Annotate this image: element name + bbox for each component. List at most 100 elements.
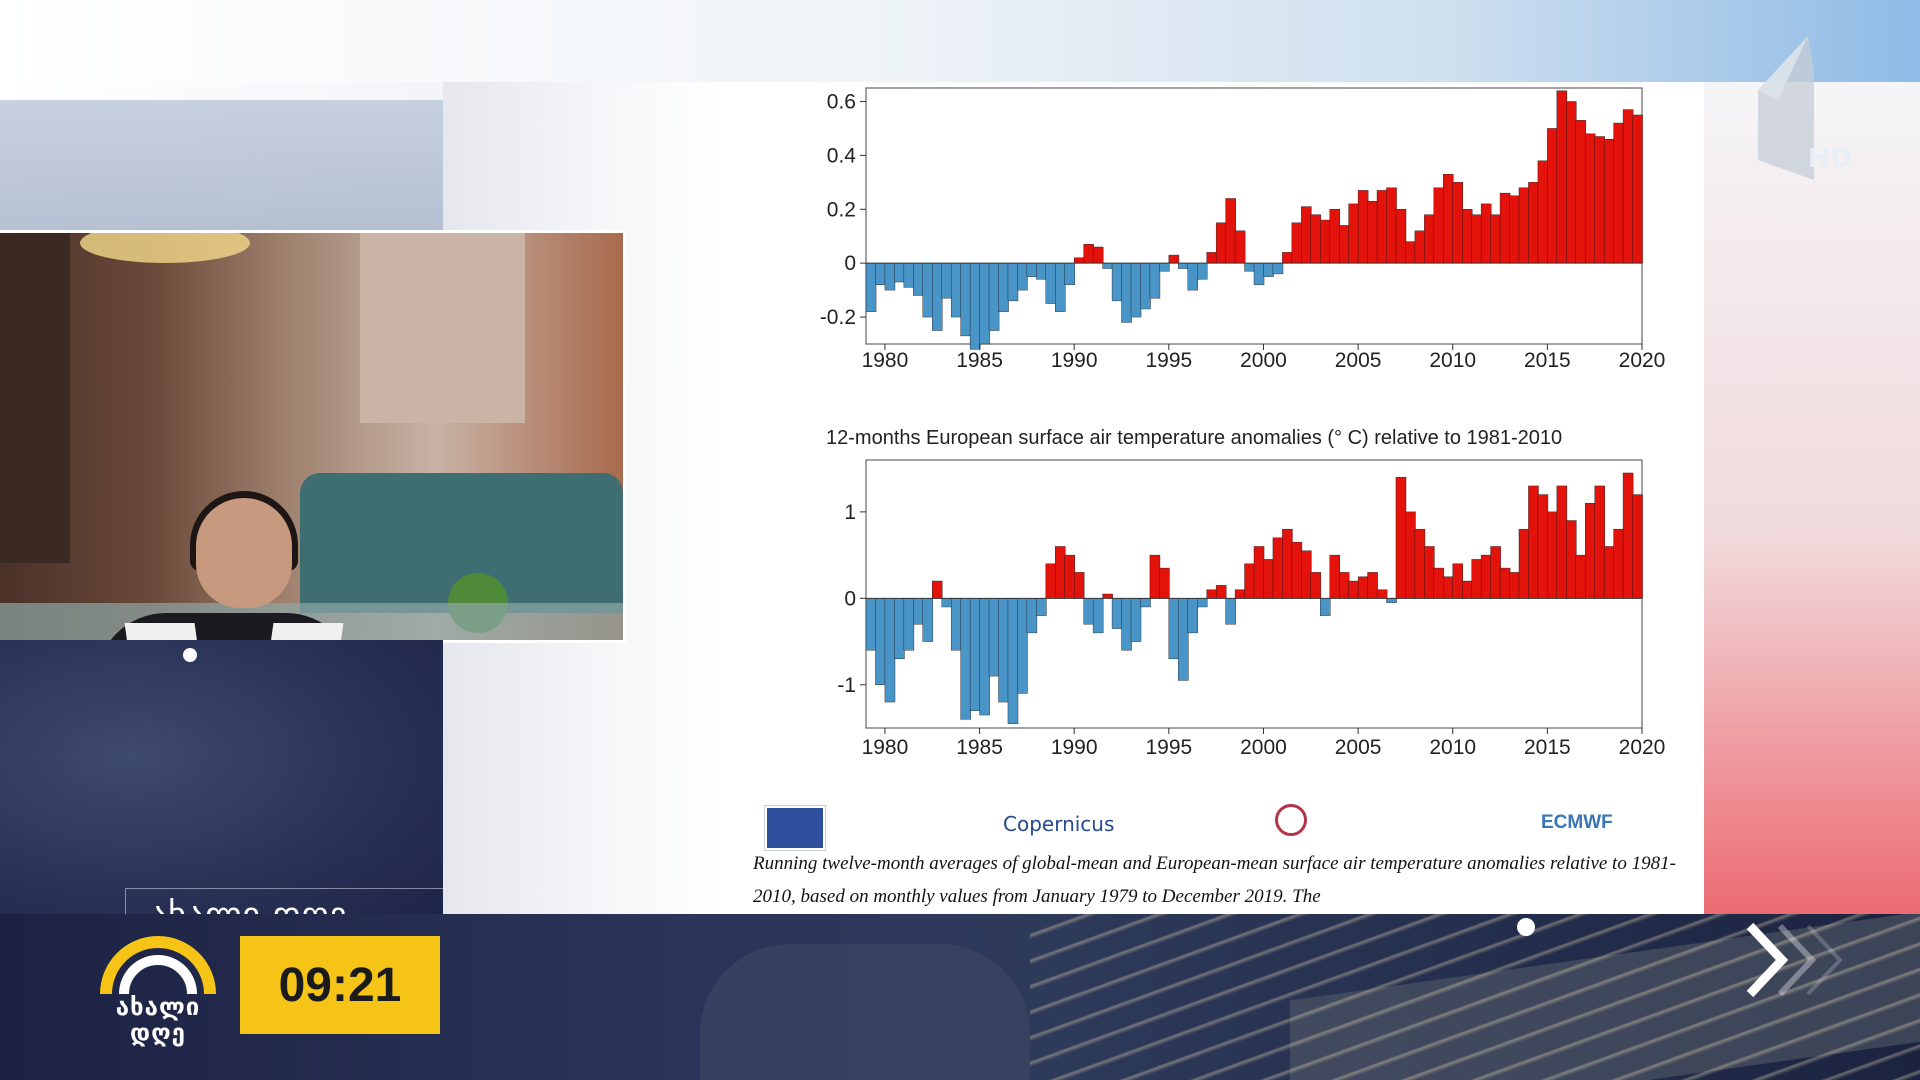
chart2-bar xyxy=(1348,580,1359,599)
left-decor-panel xyxy=(0,100,443,230)
chart1-x-tick-label: 2020 xyxy=(1619,349,1666,372)
chart2-x-tick-label: 1990 xyxy=(1051,736,1098,759)
clock: 09:21 xyxy=(240,936,440,1034)
chart2-bar xyxy=(1329,554,1340,599)
chart1-bar xyxy=(1376,190,1388,264)
chart2-bar xyxy=(1528,485,1539,599)
chart1-bar xyxy=(1594,136,1605,264)
chart2-bar xyxy=(1282,528,1293,599)
chart1-bar xyxy=(1263,262,1274,277)
chart2-bar xyxy=(1471,559,1482,599)
chart1-x-tick-label: 2005 xyxy=(1335,349,1382,372)
chart1-bar xyxy=(1518,187,1530,264)
chart2-bar xyxy=(1414,528,1426,599)
chart2-bar xyxy=(1613,528,1624,599)
chart1-x-tick-label: 1980 xyxy=(862,349,909,372)
chart2-bar xyxy=(950,598,962,651)
chart2-bar xyxy=(903,598,915,651)
chart2-bar xyxy=(1405,511,1416,599)
chart2-bar xyxy=(960,598,971,720)
chart1-bar xyxy=(1092,246,1104,264)
chart1-bar xyxy=(950,262,962,318)
chart1-bar xyxy=(1225,198,1236,264)
chart2-bar xyxy=(1632,494,1643,599)
chart2-bar xyxy=(1490,546,1501,599)
chart2-bar xyxy=(1452,563,1463,599)
chart2-bar xyxy=(1130,598,1142,642)
chart1-bar xyxy=(998,262,1009,312)
chart2-bar xyxy=(1215,585,1227,599)
chart2-bar xyxy=(1092,598,1104,634)
chart1-y-tick-label: -0.2 xyxy=(820,306,856,329)
chart2-bar xyxy=(1225,598,1236,625)
chart1-bar xyxy=(1149,262,1161,299)
chart1-bar xyxy=(875,262,886,285)
chart1-bar xyxy=(1206,252,1217,264)
chart1-bar xyxy=(1026,262,1038,277)
chart1-bar xyxy=(1367,200,1378,264)
chart2-bar xyxy=(1575,554,1587,599)
chart2-bar xyxy=(1234,589,1246,599)
left-lower-panel xyxy=(0,640,443,930)
chart2-bar xyxy=(988,598,1000,677)
chart1-x-tick-label: 1995 xyxy=(1145,349,1192,372)
chart2-bar xyxy=(1301,550,1312,599)
eu-flag-icon xyxy=(765,806,825,850)
chart1-bar xyxy=(1585,133,1596,264)
logo-line-2: დღე xyxy=(130,1019,186,1047)
chart1-bar xyxy=(1603,139,1615,264)
chart1-bar xyxy=(1064,262,1075,285)
chart2-bar xyxy=(1376,589,1388,599)
chart1-bar xyxy=(1480,203,1492,264)
chart1-bar xyxy=(1244,262,1255,272)
chart2-bar xyxy=(913,598,924,625)
chart2-x-tick-label: 2005 xyxy=(1335,736,1382,759)
chart2-bar xyxy=(1121,598,1132,651)
chart2-bar xyxy=(1168,598,1180,660)
chart2-bar xyxy=(1357,576,1369,599)
chevron-right-icon xyxy=(1746,922,1843,998)
chart2-bar xyxy=(1045,563,1057,599)
spotlight-dot-bottom xyxy=(1517,918,1535,936)
chart1-bar xyxy=(1159,262,1170,272)
chart1-bar xyxy=(1547,128,1558,264)
ecmwf-logo: ECMWF xyxy=(1541,812,1613,833)
chart1-bar xyxy=(1452,182,1463,264)
chart2-bar xyxy=(1509,572,1520,599)
chart2-bar xyxy=(1424,546,1435,599)
chart1-x-tick-label: 1985 xyxy=(956,349,1003,372)
chart1-bar xyxy=(1007,262,1019,302)
chart2-bar xyxy=(1140,598,1151,608)
chart2-bar xyxy=(1443,576,1454,599)
chart2-bar xyxy=(1320,598,1331,616)
chart2-bar xyxy=(1272,537,1284,599)
chart1-bar xyxy=(1301,206,1312,264)
rainbow-arc-icon xyxy=(100,936,216,995)
chart2-bar xyxy=(865,598,877,651)
chart1-y-tick-label: 0.4 xyxy=(827,144,857,167)
chart1-bar xyxy=(941,262,952,299)
chart2-bar xyxy=(884,598,896,703)
chart1-bar xyxy=(1575,120,1587,264)
chart2-bar xyxy=(1017,598,1028,694)
chart1-bar xyxy=(894,262,905,283)
chart-board: 0.6 0.4 0.2 0 -0.2 1980 1985 1990 1995 2000 2005 20… xyxy=(723,82,1704,914)
chart2-y-tick-label: 0 xyxy=(844,587,856,610)
chart2-bar xyxy=(1622,472,1634,599)
chart1-y-tick-label: 0.2 xyxy=(827,198,856,221)
c3s-logo-icon xyxy=(1275,804,1325,844)
chart2-bar xyxy=(1461,580,1473,599)
chart2-x-tick-label: 2010 xyxy=(1429,736,1476,759)
chart2-bar xyxy=(1518,528,1530,599)
chart1-bar xyxy=(1083,244,1094,264)
building-silhouette xyxy=(700,944,1030,1080)
chart1-bar xyxy=(903,262,915,288)
chart1-bar xyxy=(960,262,971,337)
channel-logo-text: ახალი დღე xyxy=(92,994,224,1046)
chart-caption: Running twelve-month averages of global-… xyxy=(753,853,1676,907)
chart1-bar xyxy=(1310,214,1322,264)
chart2-bar xyxy=(1547,511,1558,599)
chart2-x-tick-label: 1995 xyxy=(1145,736,1192,759)
chart2-bar xyxy=(1310,572,1322,599)
chart1-bar xyxy=(1320,219,1331,264)
